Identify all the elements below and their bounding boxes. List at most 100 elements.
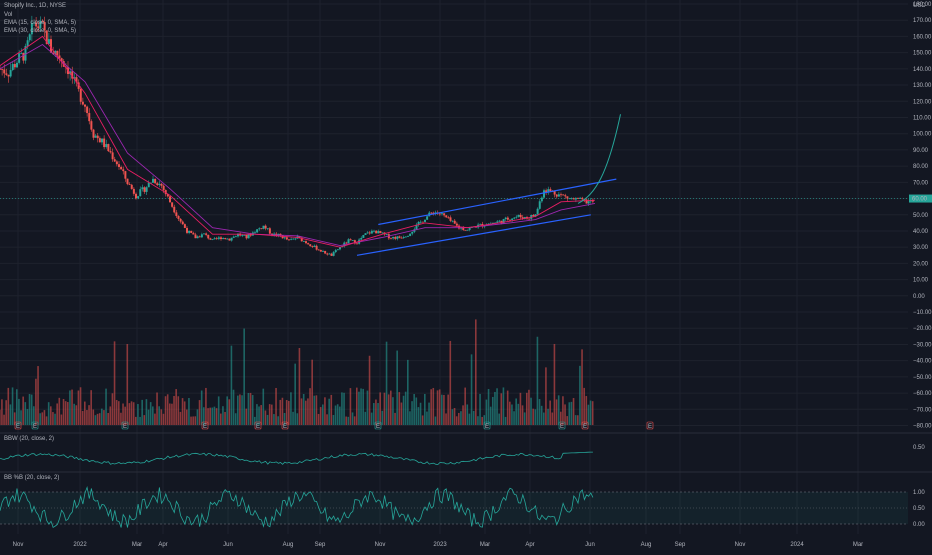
volume-bar [45, 416, 48, 425]
candle-body [543, 190, 545, 198]
volume-bar [130, 401, 133, 425]
volume-bar [213, 406, 216, 425]
candle-body [115, 161, 118, 165]
volume-bar [64, 401, 67, 425]
ema-fast-legend[interactable]: EMA (15, close, 0, SMA, 5) [4, 20, 77, 26]
candle-body [60, 58, 63, 62]
earnings-marker [31, 421, 39, 430]
candle-body [194, 234, 197, 239]
candle-body [171, 202, 174, 207]
volume-bar [175, 389, 177, 425]
candle-body [532, 215, 535, 217]
candle-body [137, 196, 140, 199]
candle-body [98, 138, 101, 143]
candle-body [432, 212, 435, 214]
candle-body [315, 245, 318, 250]
candle-body [400, 237, 403, 239]
volume-bar [404, 391, 407, 425]
volume-bar [135, 416, 137, 425]
symbol-legend[interactable]: Shopify Inc., 1D, NYSE [4, 3, 67, 9]
volume-bar [11, 387, 14, 425]
x-tick-label: Jun [585, 542, 595, 548]
volume-bar [71, 389, 73, 425]
volume-bar [472, 410, 475, 425]
candle-body [468, 227, 471, 230]
volume-bar [311, 359, 313, 425]
volume-bar [381, 410, 384, 425]
volume-bar [190, 416, 192, 425]
volume-bar [124, 406, 126, 425]
candle-body [547, 189, 550, 193]
volume-bar [343, 392, 345, 425]
candle-body [79, 88, 82, 102]
candle-body [192, 232, 195, 235]
candle-body [549, 189, 552, 192]
volume-bar [245, 408, 248, 425]
volume-bar [234, 413, 237, 425]
volume-bar [258, 406, 260, 425]
volume-bar [489, 406, 492, 425]
volume-bar [24, 402, 27, 425]
candle-body [175, 212, 178, 216]
volume-bar [377, 403, 379, 425]
candle-body [118, 164, 120, 167]
candle-body [200, 234, 203, 238]
volume-bar [275, 387, 277, 425]
volume-bar [534, 409, 537, 425]
volume-bar [460, 411, 462, 425]
candle-body [109, 151, 112, 153]
volume-bar [326, 414, 328, 425]
volume-bar [9, 404, 12, 425]
candle-body [564, 195, 567, 197]
volume-bar [566, 416, 568, 425]
y-tick-label: 90.00 [913, 148, 929, 154]
volume-bar [13, 412, 16, 425]
y-tick-label: 50.00 [913, 213, 929, 219]
candle-body [368, 232, 371, 234]
volume-bar [230, 345, 233, 425]
bbpb-tick: 1.00 [913, 490, 925, 496]
candle-body [16, 62, 18, 68]
candle-body [339, 246, 341, 250]
candle-body [28, 34, 31, 41]
volume-bar [118, 401, 120, 425]
volume-bar [194, 416, 197, 425]
volume-bar [192, 416, 194, 425]
candle-body [523, 217, 526, 219]
bbw-legend[interactable]: BBW (20, close, 2) [4, 436, 55, 442]
vol-legend[interactable]: Vol [4, 12, 13, 18]
x-tick-label: Nov [735, 542, 746, 548]
x-tick-label: Aug [641, 542, 652, 548]
volume-bar [283, 412, 286, 425]
volume-bar [322, 404, 324, 425]
current-price-badge [909, 194, 932, 203]
volume-bar [487, 389, 490, 425]
candle-body [449, 217, 452, 221]
candle-body [84, 104, 86, 107]
volume-bar [591, 401, 594, 425]
volume-bar [90, 390, 92, 425]
volume-bar [394, 412, 396, 425]
candle-body [152, 178, 154, 183]
volume-bar [432, 387, 435, 425]
bbpb-legend[interactable]: BB %B (20, close, 2) [4, 475, 60, 481]
volume-bar [149, 402, 152, 425]
volume-bar [35, 378, 37, 425]
bbpb-tick: 0.50 [913, 506, 925, 512]
ema-slow-legend[interactable]: EMA (30, close, 0, SMA, 5) [4, 28, 77, 34]
volume-bar [583, 387, 585, 425]
volume-bar [560, 411, 562, 425]
volume-bar [164, 396, 167, 425]
volume-bar [419, 402, 422, 425]
candle-body [0, 68, 1, 70]
volume-bar [370, 412, 373, 425]
volume-bar [256, 404, 258, 425]
candle-body [111, 152, 114, 160]
y-tick-label: 180.00 [913, 2, 932, 8]
volume-bar [183, 401, 186, 425]
candle-body [139, 189, 142, 197]
candle-body [215, 238, 218, 240]
candle-body [207, 234, 210, 239]
candle-body [50, 39, 52, 53]
